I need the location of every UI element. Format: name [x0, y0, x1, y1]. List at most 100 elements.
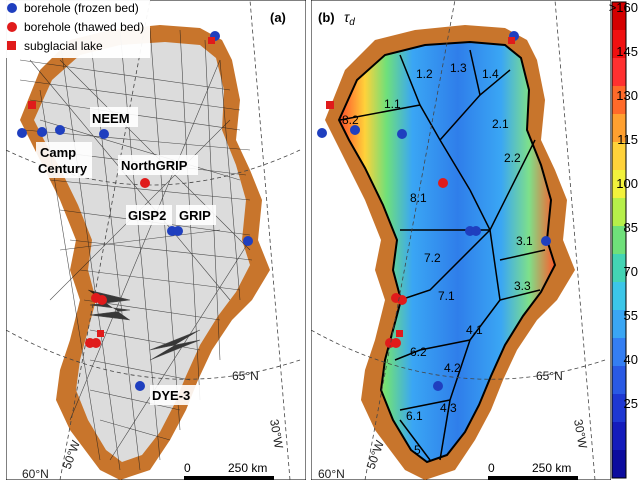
colorbar-cell: [612, 114, 626, 143]
colorbar-cell: [612, 394, 626, 423]
colorbar-cell: [612, 170, 626, 199]
camp-century-marker-frozen-2: [37, 127, 47, 137]
basin-label-8-2: 8.2: [342, 113, 359, 127]
colorbar-cell: [612, 2, 626, 31]
legend-frozen-label: borehole (frozen bed): [24, 1, 139, 15]
century-label: Century: [38, 161, 88, 176]
camp-century-marker-frozen: [17, 128, 27, 138]
northgrip-label: NorthGRIP: [121, 158, 188, 173]
svg-text:250 km: 250 km: [532, 461, 571, 475]
colorbar-cell: [612, 338, 626, 367]
colorbar-tick-label: 130: [616, 88, 638, 103]
panel-a-graticule: [6, 0, 301, 480]
colorbar-cell: [612, 198, 626, 227]
colorbar-tick-label: 100: [616, 176, 638, 191]
dye3-label: DYE-3: [152, 388, 190, 403]
panel-b-symbol: τd: [344, 9, 355, 28]
grip-label: GRIP: [179, 208, 211, 223]
legend-thawed-label: borehole (thawed bed): [24, 20, 144, 34]
colorbar-cell: [612, 254, 626, 283]
legend-frozen-marker: [7, 3, 17, 13]
legend-thawed-marker: [7, 22, 17, 32]
svg-text:0: 0: [488, 461, 495, 475]
panel-a-scalebar: 0 250 km: [184, 461, 274, 480]
legend-lake-marker: [7, 41, 16, 50]
basin-label-4-3: 4.3: [440, 401, 457, 415]
colorbar-ticks: >160 145 130 115 100 85 70 55 40 25: [609, 0, 638, 411]
colorbar-cell: [612, 310, 626, 339]
gisp2-label: GISP2: [128, 208, 166, 223]
colorbar-cell: [612, 226, 626, 255]
colorbar-tick-label: 145: [616, 44, 638, 59]
lake-marker-n: [208, 37, 215, 44]
legend-lake-label: subglacial lake: [24, 39, 103, 53]
panel-b-lon-label: 30°W: [571, 418, 590, 450]
neem-marker-frozen: [55, 125, 65, 135]
panel-b-basin-labels: 1.1 1.2 1.3 1.4 2.1 2.2 3.1 3.3 4.1 4.2 …: [342, 61, 533, 457]
colorbar-tick-label: >160: [609, 0, 638, 15]
colorbar-cell: [612, 58, 626, 87]
grip-marker: [173, 226, 183, 236]
basin-label-6-2: 6.2: [410, 345, 427, 359]
colorbar-cell: [612, 422, 626, 451]
colorbar-cell: [612, 450, 626, 479]
colorbar-tick-label: 25: [624, 396, 638, 411]
colorbar-cell: [612, 142, 626, 171]
lake-marker-nw: [28, 101, 36, 109]
basin-label-6-1: 6.1: [406, 409, 423, 423]
panel-b-basin-boundaries: [339, 49, 546, 461]
panel-a-lat-label: 65°N: [232, 369, 259, 383]
panel-a-site-labels: NEEM Camp Century NorthGRIP GISP2 GRIP D…: [36, 107, 216, 405]
basin-label-3-1: 3.1: [516, 234, 533, 248]
colorbar-cell: [612, 86, 626, 115]
colorbar-tick-label: 115: [617, 132, 638, 147]
basin-label-2-1: 2.1: [492, 117, 509, 131]
basin-label-1-3: 1.3: [450, 61, 467, 75]
camp-label: Camp: [40, 145, 76, 160]
colorbar-cell: [612, 282, 626, 311]
northgrip-marker: [140, 178, 150, 188]
west-borehole-marker-2: [97, 295, 107, 305]
panel-b-lat-label: 65°N: [536, 369, 563, 383]
colorbar-cell: [612, 366, 626, 395]
panel-b-graticule: [311, 0, 606, 480]
basin-label-5: 5: [414, 443, 421, 457]
panel-b: (b) τd 1.1 1.2 1.3 1.4 2.1 2.2 3.1 3.3 4…: [311, 0, 611, 480]
legend: borehole (frozen bed) borehole (thawed b…: [0, 0, 150, 58]
panel-a-lon-label: 30°W: [267, 418, 286, 450]
colorbar-tick-label: 55: [624, 308, 638, 323]
basin-label-1-1: 1.1: [384, 97, 401, 111]
panel-a-sites: [17, 31, 253, 391]
sw-borehole-marker-2: [91, 338, 101, 348]
east-borehole-marker: [243, 236, 253, 246]
svg-text:0: 0: [184, 461, 191, 475]
panel-a: (a) NEEM Camp Century: [6, 0, 306, 480]
panel-a-lat2-label: 60°N: [22, 467, 49, 480]
basin-label-8-1: 8.1: [410, 191, 427, 205]
colorbar-tick-label: 70: [624, 264, 638, 279]
basin-label-1-2: 1.2: [416, 67, 433, 81]
basin-label-7-2: 7.2: [424, 251, 441, 265]
basin-label-7-1: 7.1: [438, 289, 455, 303]
svg-text:250 km: 250 km: [228, 461, 267, 475]
legend-box: [0, 0, 150, 58]
panel-b-tag: (b): [318, 10, 335, 25]
neem-marker: [99, 129, 109, 139]
lake-marker-w: [97, 330, 104, 337]
panel-b-lat2-label: 60°N: [318, 467, 345, 480]
basin-label-3-3: 3.3: [514, 279, 531, 293]
basin-label-1-4: 1.4: [482, 67, 499, 81]
neem-label: NEEM: [92, 111, 130, 126]
dye3-marker: [135, 381, 145, 391]
panel-b-scalebar: 0 250 km: [488, 461, 578, 480]
panel-a-tag: (a): [270, 10, 286, 25]
colorbar-tick-label: 40: [624, 352, 638, 367]
basin-label-4-1: 4.1: [466, 323, 483, 337]
colorbar: >160 145 130 115 100 85 70 55 40 25: [609, 0, 638, 479]
colorbar-frame: [611, 1, 627, 479]
colorbar-tick-label: 85: [624, 220, 638, 235]
panel-b-ice: [337, 40, 557, 464]
basin-label-2-2: 2.2: [504, 151, 521, 165]
